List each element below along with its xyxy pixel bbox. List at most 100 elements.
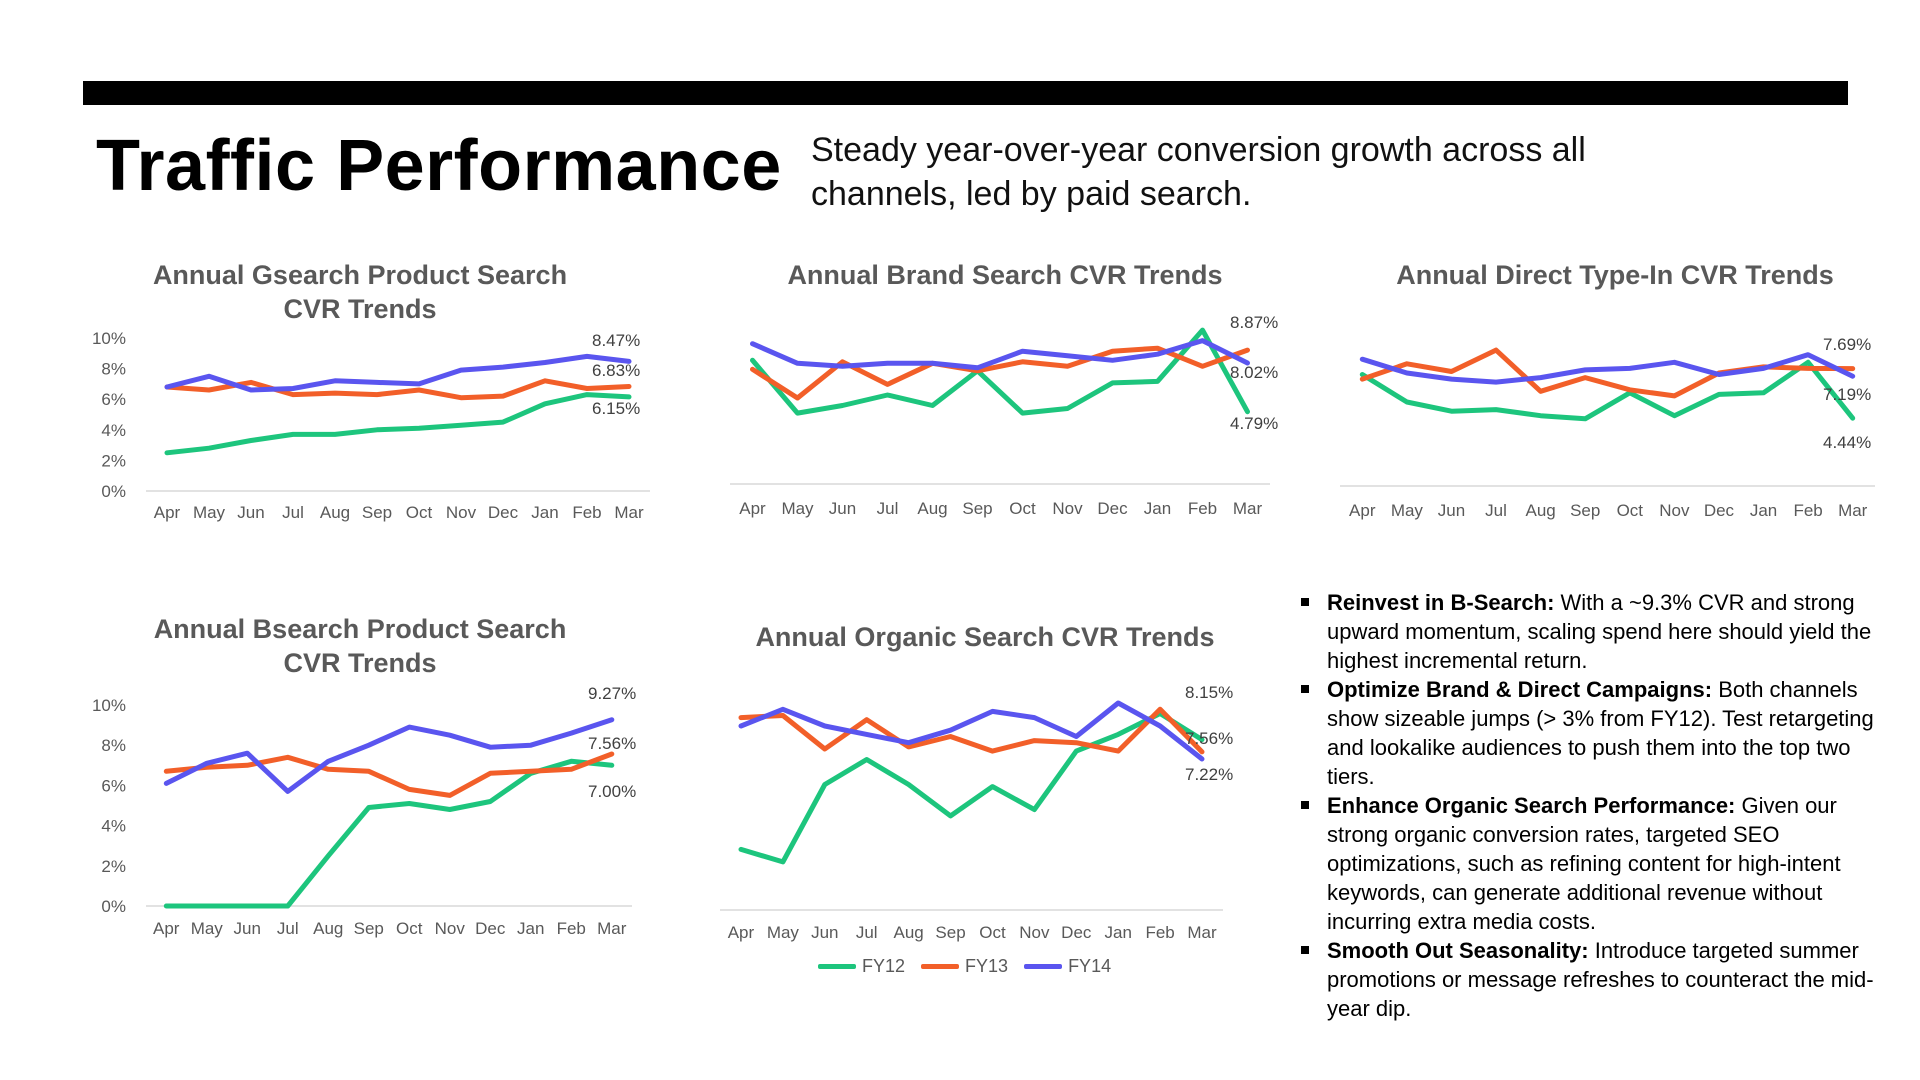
data-label-fy12: 7.00%	[588, 782, 636, 801]
data-label-fy14: 8.47%	[592, 331, 640, 350]
page-title: Traffic Performance	[96, 126, 782, 206]
y-tick-label: 0%	[101, 897, 126, 916]
chart-legend: FY12 FY13 FY14	[818, 956, 1111, 977]
series-line-fy12	[750, 327, 1250, 416]
x-tick-label: Jan	[1144, 499, 1171, 518]
y-tick-label: 10%	[92, 329, 126, 348]
x-tick-label: May	[191, 919, 224, 938]
top-rule-bar	[83, 81, 1848, 105]
chart-svg: 0% 2% 4% 6% 8% 10% Apr May Jun Jul Aug Sep Oct Nov Dec…	[92, 684, 636, 938]
x-tick-label: Jul	[277, 919, 299, 938]
series-line-fy13	[164, 378, 632, 401]
y-tick-label: 8%	[101, 360, 126, 379]
x-tick-label: Jan	[1750, 501, 1777, 520]
x-tick-label: Feb	[1188, 499, 1217, 518]
chart-title: Annual Organic Search CVR Trends	[715, 620, 1255, 654]
chart-svg: Apr May Jun Jul Aug Sep Oct Nov Dec Jan Feb Mar 7.69…	[1340, 335, 1875, 520]
x-tick-label: Jul	[856, 923, 878, 942]
insight-heading: Smooth Out Seasonality:	[1327, 938, 1589, 963]
x-tick-label: Aug	[320, 503, 350, 522]
x-tick-label: Mar	[1187, 923, 1217, 942]
data-label-fy13: 7.56%	[588, 734, 636, 753]
x-tick-label: Nov	[1019, 923, 1050, 942]
x-tick-label: May	[1391, 501, 1424, 520]
y-tick-label: 2%	[101, 857, 126, 876]
x-tick-label: Feb	[572, 503, 601, 522]
x-tick-label: Jul	[1485, 501, 1507, 520]
x-tick-label: Mar	[1233, 499, 1263, 518]
x-tick-label: Jan	[1104, 923, 1131, 942]
x-tick-label: Aug	[917, 499, 947, 518]
series-line-fy13	[163, 751, 615, 798]
x-tick-label: Mar	[614, 503, 644, 522]
data-label-fy12: 8.15%	[1185, 683, 1233, 702]
data-label-fy13: 7.56%	[1185, 729, 1233, 748]
x-tick-label: Sep	[1570, 501, 1600, 520]
x-tick-label: Sep	[354, 919, 384, 938]
data-label-fy13: 8.87%	[1230, 313, 1278, 332]
insight-body: With a ~9.3% CVR and strong upward momen…	[1327, 590, 1872, 673]
x-tick-label: Aug	[894, 923, 924, 942]
data-label-fy13: 6.83%	[592, 361, 640, 380]
data-label-fy14: 8.02%	[1230, 363, 1278, 382]
series-line-fy12	[738, 711, 1205, 865]
series-line-fy13	[738, 706, 1205, 755]
x-tick-label: Mar	[597, 919, 627, 938]
legend-swatch-fy13	[921, 964, 960, 969]
x-tick-label: Jun	[234, 919, 261, 938]
x-tick-label: Aug	[313, 919, 343, 938]
x-tick-label: Oct	[406, 503, 433, 522]
x-tick-label: Sep	[362, 503, 392, 522]
x-tick-label: Jul	[877, 499, 899, 518]
legend-swatch-fy12	[818, 964, 856, 969]
chart-title: Annual Bsearch Product Search CVR Trends	[60, 612, 660, 680]
legend-label-fy12: FY12	[862, 956, 906, 976]
x-tick-label: Apr	[154, 503, 181, 522]
insights-list: Reinvest in B-Search: With a ~9.3% CVR a…	[1297, 588, 1897, 1023]
chart-svg: 0% 2% 4% 6% 8% 10% Apr May Jun Jul Aug Sep Oct Nov Dec…	[92, 329, 650, 522]
x-tick-label: Feb	[1793, 501, 1822, 520]
chart-title: Annual Brand Search CVR Trends	[725, 258, 1285, 292]
brand-search-cvr-chart: Annual Brand Search CVR Trends Apr May Jun J…	[725, 258, 1285, 538]
x-tick-label: Dec	[1704, 501, 1735, 520]
legend-item-fy12: FY12	[818, 956, 905, 977]
x-tick-label: Apr	[1349, 501, 1376, 520]
insight-body: Given our strong organic conversion rate…	[1327, 793, 1841, 934]
organic-search-cvr-chart: Annual Organic Search CVR Trends Apr May Ju…	[715, 620, 1255, 952]
x-tick-label: Nov	[435, 919, 466, 938]
series-line-fy12	[164, 392, 632, 456]
chart-title-line: Annual Direct Type-In CVR Trends	[1396, 260, 1834, 290]
x-tick-label: Dec	[1061, 923, 1092, 942]
y-tick-label: 8%	[101, 736, 126, 755]
x-tick-label: Nov	[1052, 499, 1083, 518]
chart-title-line: Annual Brand Search CVR Trends	[787, 260, 1223, 290]
x-tick-label: Jun	[811, 923, 838, 942]
y-tick-label: 0%	[101, 482, 126, 501]
series-line-fy14	[163, 717, 615, 794]
x-tick-label: May	[767, 923, 800, 942]
series-line-fy14	[164, 353, 632, 393]
insight-body: Introduce targeted summer promotions or …	[1327, 938, 1874, 1021]
x-tick-label: Feb	[1145, 923, 1174, 942]
bsearch-cvr-chart: Annual Bsearch Product Search CVR Trends 0…	[60, 612, 660, 952]
series-line-fy13	[1359, 347, 1856, 399]
page-subtitle: Steady year-over-year conversion growth …	[811, 131, 1586, 213]
chart-title: Annual Direct Type-In CVR Trends	[1335, 258, 1895, 292]
legend-label-fy13: FY13	[965, 956, 1009, 976]
x-tick-label: Jun	[237, 503, 264, 522]
direct-type-in-cvr-chart: Annual Direct Type-In CVR Trends Apr May Ju…	[1335, 258, 1895, 538]
y-tick-label: 2%	[101, 451, 126, 470]
x-tick-label: Jun	[1438, 501, 1465, 520]
x-tick-label: Sep	[935, 923, 965, 942]
data-label-fy13: 7.69%	[1823, 335, 1871, 354]
data-label-fy12: 6.15%	[592, 399, 640, 418]
insight-item: Optimize Brand & Direct Campaigns: Both …	[1297, 675, 1897, 791]
x-tick-label: Oct	[1617, 501, 1644, 520]
x-tick-label: Apr	[739, 499, 766, 518]
insight-item: Enhance Organic Search Performance: Give…	[1297, 791, 1897, 936]
chart-title-line: CVR Trends	[283, 294, 437, 324]
gsearch-cvr-chart: Annual Gsearch Product Search CVR Trends 0…	[60, 258, 660, 538]
insight-body: Both channels show sizeable jumps (> 3% …	[1327, 677, 1874, 789]
x-tick-label: Apr	[728, 923, 755, 942]
chart-title: Annual Gsearch Product Search CVR Trends	[60, 258, 660, 326]
